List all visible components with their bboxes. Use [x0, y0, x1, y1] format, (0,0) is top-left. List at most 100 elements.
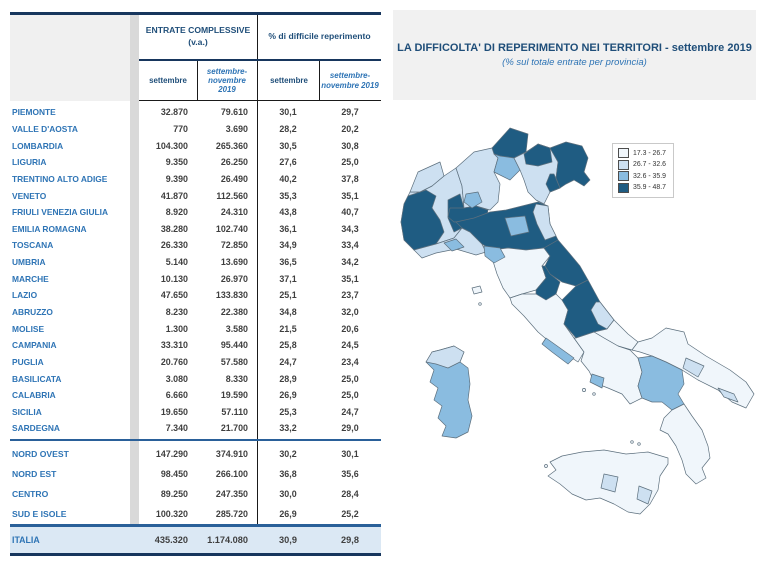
macro-area-name: NORD OVEST	[12, 449, 69, 459]
value-cell: 7.340	[165, 423, 188, 434]
italy-choropleth-map: 17.3 - 26.7 26.7 - 32.6 32.6 - 35.9 35.9 - …	[398, 100, 768, 562]
table-row: MOLISE 1.300 3.580 21,5 20,6	[10, 320, 381, 337]
value-cell: 34,2	[341, 257, 359, 268]
region-name: MARCHE	[12, 273, 49, 284]
map-area-reggio-emilia	[504, 215, 530, 237]
map-area-belluno	[523, 143, 553, 167]
value-cell: 72.850	[220, 240, 248, 251]
value-cell: 36,8	[279, 469, 297, 479]
region-name: ABRUZZO	[12, 307, 53, 317]
value-cell: 102.740	[215, 223, 248, 234]
map-area-torino-cuneo	[400, 189, 445, 251]
value-cell: 8.330	[225, 373, 248, 384]
value-cell: 30,0	[279, 489, 297, 499]
table-row: SICILIA 19.650 57.110 25,3 24,7	[10, 404, 381, 421]
regions-areas-divider	[10, 439, 381, 441]
legend-label: 32.6 - 35.9	[633, 172, 666, 180]
map-area-milano	[463, 191, 483, 209]
value-cell: 34,3	[341, 223, 359, 234]
region-name: VALLE D'AOSTA	[12, 123, 78, 134]
map-area-eolie-2	[637, 442, 641, 446]
map-area-eolie-1	[630, 440, 634, 444]
table-bottom-border	[10, 553, 381, 556]
table-row: CENTRO 89.250 247.350 30,0 28,4	[10, 484, 381, 504]
value-cell: 33,4	[341, 240, 359, 251]
value-cell: 6.660	[165, 390, 188, 401]
value-cell: 9.350	[165, 157, 188, 168]
subheader-sett-nov-1: settembre-novembre 2019	[206, 66, 248, 95]
value-cell: 100.320	[155, 509, 188, 519]
value-cell: 27,6	[279, 157, 297, 168]
table-row: LAZIO 47.650 133.830 25,1 23,7	[10, 287, 381, 304]
legend-swatch	[618, 148, 629, 158]
value-cell: 8.920	[165, 207, 188, 218]
map-area-siracusa	[636, 485, 653, 505]
value-cell: 36,1	[279, 223, 297, 234]
region-name: PUGLIA	[12, 356, 44, 367]
legend-label: 17.3 - 26.7	[633, 149, 666, 157]
region-name: LIGURIA	[12, 157, 47, 168]
value-cell: 43,8	[279, 207, 297, 218]
macro-area-name: NORD EST	[12, 469, 57, 479]
region-name: SARDEGNA	[12, 423, 60, 434]
value-cell: 20.760	[160, 356, 188, 367]
value-cell: 26,9	[279, 509, 297, 519]
region-rows: PIEMONTE 32.870 79.610 30,1 29,7 VALLE D'AOST…	[10, 104, 381, 437]
value-cell: 112.560	[216, 190, 248, 201]
value-cell: 40,2	[279, 173, 297, 184]
map-area-trento	[493, 153, 521, 181]
value-cell: 24,7	[279, 356, 297, 367]
value-cell: 19.590	[220, 390, 248, 401]
table-row: MARCHE 10.130 26.970 37,1 35,1	[10, 270, 381, 287]
total-name: ITALIA	[12, 535, 40, 545]
value-cell: 33.310	[160, 340, 188, 351]
map-title: LA DIFFICOLTA' DI REPERIMENTO NEI TERRIT…	[397, 42, 752, 54]
header-group-underline	[139, 59, 381, 61]
group-divider-line	[257, 15, 258, 553]
map-area-brindisi	[717, 387, 739, 403]
value-cell: 57.110	[221, 406, 248, 417]
map-area-ferrara-ravenna	[532, 203, 557, 241]
legend-swatch	[618, 159, 629, 170]
table-row: LOMBARDIA 104.300 265.360 30,5 30,8	[10, 137, 381, 154]
table-row: FRIULI VENEZIA GIULIA 8.920 24.310 43,8 40,7	[10, 204, 381, 221]
value-cell: 265.360	[215, 140, 248, 151]
table-row: LIGURIA 9.350 26.250 27,6 25,0	[10, 154, 381, 171]
region-name: PIEMONTE	[12, 107, 56, 118]
table-row: BASILICATA 3.080 8.330 28,9 25,0	[10, 370, 381, 387]
map-subtitle: (% sul totale entrate per provincia)	[502, 57, 647, 68]
region-name: LOMBARDIA	[12, 140, 64, 151]
column-group-reperimento: % di difficile reperimento	[268, 31, 371, 42]
legend-label: 26.7 - 32.6	[633, 161, 666, 168]
value-cell: 1.300	[165, 323, 188, 334]
value-cell: 30,2	[279, 449, 297, 459]
value-cell: 28,2	[279, 123, 297, 134]
value-cell: 36,5	[279, 257, 297, 268]
map-title-box: LA DIFFICOLTA' DI REPERIMENTO NEI TERRIT…	[393, 10, 756, 100]
region-name: LAZIO	[12, 290, 38, 301]
table-row: PIEMONTE 32.870 79.610 30,1 29,7	[10, 104, 381, 121]
value-cell: 20,6	[341, 323, 359, 334]
table-row: SARDEGNA 7.340 21.700 33,2 29,0	[10, 420, 381, 437]
table-top-border	[10, 12, 381, 15]
region-name: BASILICATA	[12, 373, 62, 384]
value-cell: 24.310	[220, 207, 248, 218]
total-value-cell: 29,8	[341, 535, 359, 545]
value-cell: 23,4	[341, 356, 359, 367]
value-cell: 21,5	[279, 323, 297, 334]
map-area-friuli	[549, 141, 591, 189]
value-cell: 22.380	[220, 307, 248, 317]
value-cell: 37,1	[279, 273, 297, 284]
value-cell: 10.130	[160, 273, 188, 284]
value-cell: 266.100	[215, 469, 248, 479]
region-name: TOSCANA	[12, 240, 54, 251]
regions-data-table: ENTRATE COMPLESSIVE (v.a.) % di difficil…	[10, 12, 381, 558]
value-cell: 25,8	[279, 340, 297, 351]
value-cell: 20,2	[341, 123, 359, 134]
value-cell: 25,1	[279, 290, 297, 301]
value-cell: 3.580	[225, 323, 248, 334]
table-row: PUGLIA 20.760 57.580 24,7 23,4	[10, 354, 381, 371]
value-cell: 34,8	[279, 307, 297, 317]
table-row: VENETO 41.870 112.560 35,3 35,1	[10, 187, 381, 204]
table-row: NORD EST 98.450 266.100 36,8 35,6	[10, 464, 381, 484]
